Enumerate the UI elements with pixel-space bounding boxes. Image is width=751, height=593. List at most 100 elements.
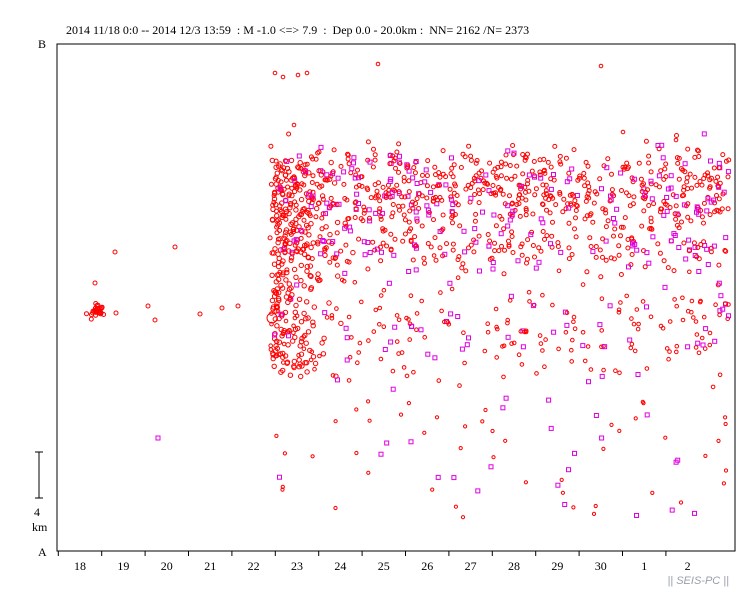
- event-marker: [591, 200, 597, 206]
- event-marker: [557, 159, 563, 165]
- event-marker: [112, 249, 118, 255]
- event-marker: [370, 164, 376, 170]
- event-marker: [523, 206, 529, 212]
- event-marker: [577, 173, 583, 179]
- event-marker-square: [450, 202, 456, 207]
- event-marker: [412, 170, 418, 176]
- event-marker: [365, 266, 371, 272]
- event-marker: [626, 193, 632, 199]
- event-marker: [572, 326, 578, 332]
- event-marker-square: [635, 372, 641, 377]
- event-marker: [507, 163, 513, 168]
- event-marker: [618, 224, 624, 230]
- event-marker: [634, 307, 640, 312]
- event-marker: [287, 229, 294, 235]
- event-marker: [605, 156, 611, 162]
- event-marker-square: [725, 169, 731, 175]
- event-marker: [703, 453, 708, 458]
- event-marker: [625, 245, 631, 251]
- event-marker: [272, 70, 278, 76]
- event-marker: [330, 169, 336, 175]
- event-marker: [277, 269, 283, 275]
- event-marker: [394, 149, 400, 155]
- event-marker: [500, 191, 506, 197]
- event-marker: [269, 216, 276, 223]
- event-marker: [404, 373, 410, 379]
- event-marker-square: [634, 247, 640, 253]
- event-marker: [349, 335, 354, 340]
- event-marker: [438, 290, 443, 295]
- event-marker: [456, 254, 462, 260]
- event-marker-square: [468, 195, 474, 201]
- event-marker-square: [626, 264, 631, 270]
- event-marker: [299, 181, 305, 187]
- event-marker: [328, 195, 334, 201]
- event-marker: [393, 165, 398, 171]
- x-tick-label: 20: [161, 559, 173, 573]
- event-marker: [667, 349, 672, 354]
- event-marker: [430, 184, 436, 190]
- event-marker-square: [599, 186, 604, 192]
- event-marker: [494, 175, 500, 181]
- event-marker: [480, 187, 486, 193]
- event-marker: [145, 303, 151, 309]
- event-marker: [378, 293, 384, 298]
- event-marker: [638, 176, 644, 182]
- event-marker-square: [564, 322, 570, 328]
- event-marker: [541, 192, 547, 198]
- event-marker: [285, 342, 291, 348]
- event-marker: [458, 165, 464, 170]
- event-marker: [685, 214, 691, 220]
- event-marker: [294, 185, 300, 191]
- event-marker: [616, 243, 622, 249]
- event-marker: [284, 267, 290, 273]
- event-marker: [298, 249, 304, 255]
- event-marker: [625, 166, 630, 172]
- event-marker: [406, 219, 412, 225]
- event-marker: [586, 188, 592, 194]
- x-tick-label: 25: [378, 559, 390, 573]
- event-marker: [674, 349, 679, 355]
- event-marker: [416, 191, 422, 197]
- event-marker-square: [367, 250, 373, 255]
- event-marker: [450, 213, 456, 219]
- event-marker: [717, 180, 723, 186]
- event-marker: [608, 255, 614, 261]
- x-tick-label: 30: [595, 559, 607, 573]
- event-marker: [563, 330, 569, 335]
- event-marker: [564, 310, 570, 316]
- event-marker-square: [634, 513, 639, 518]
- event-marker: [315, 241, 321, 247]
- event-marker-square: [726, 313, 731, 319]
- event-marker: [543, 337, 548, 342]
- event-marker: [372, 157, 378, 163]
- event-marker: [324, 315, 330, 320]
- event-marker: [597, 247, 603, 253]
- event-marker: [309, 349, 315, 355]
- event-marker-square: [611, 216, 616, 221]
- event-marker-square: [566, 467, 571, 473]
- event-marker: [485, 329, 491, 335]
- event-marker: [280, 212, 286, 218]
- event-marker: [447, 186, 453, 192]
- event-marker: [594, 191, 600, 197]
- event-marker: [471, 249, 477, 255]
- event-marker: [576, 175, 582, 181]
- x-tick-label: 19: [117, 559, 129, 573]
- event-marker: [676, 225, 682, 231]
- event-marker: [373, 307, 379, 313]
- event-marker: [636, 321, 641, 327]
- event-marker: [381, 287, 387, 293]
- event-marker: [327, 231, 333, 238]
- event-marker-square: [723, 235, 729, 241]
- event-marker: [294, 313, 300, 319]
- event-marker: [93, 312, 99, 318]
- event-marker: [582, 216, 588, 222]
- event-marker: [713, 302, 718, 308]
- event-marker: [517, 192, 523, 198]
- event-marker-square: [682, 161, 688, 167]
- event-marker: [283, 177, 289, 183]
- event-marker: [501, 271, 507, 277]
- event-marker: [611, 233, 616, 239]
